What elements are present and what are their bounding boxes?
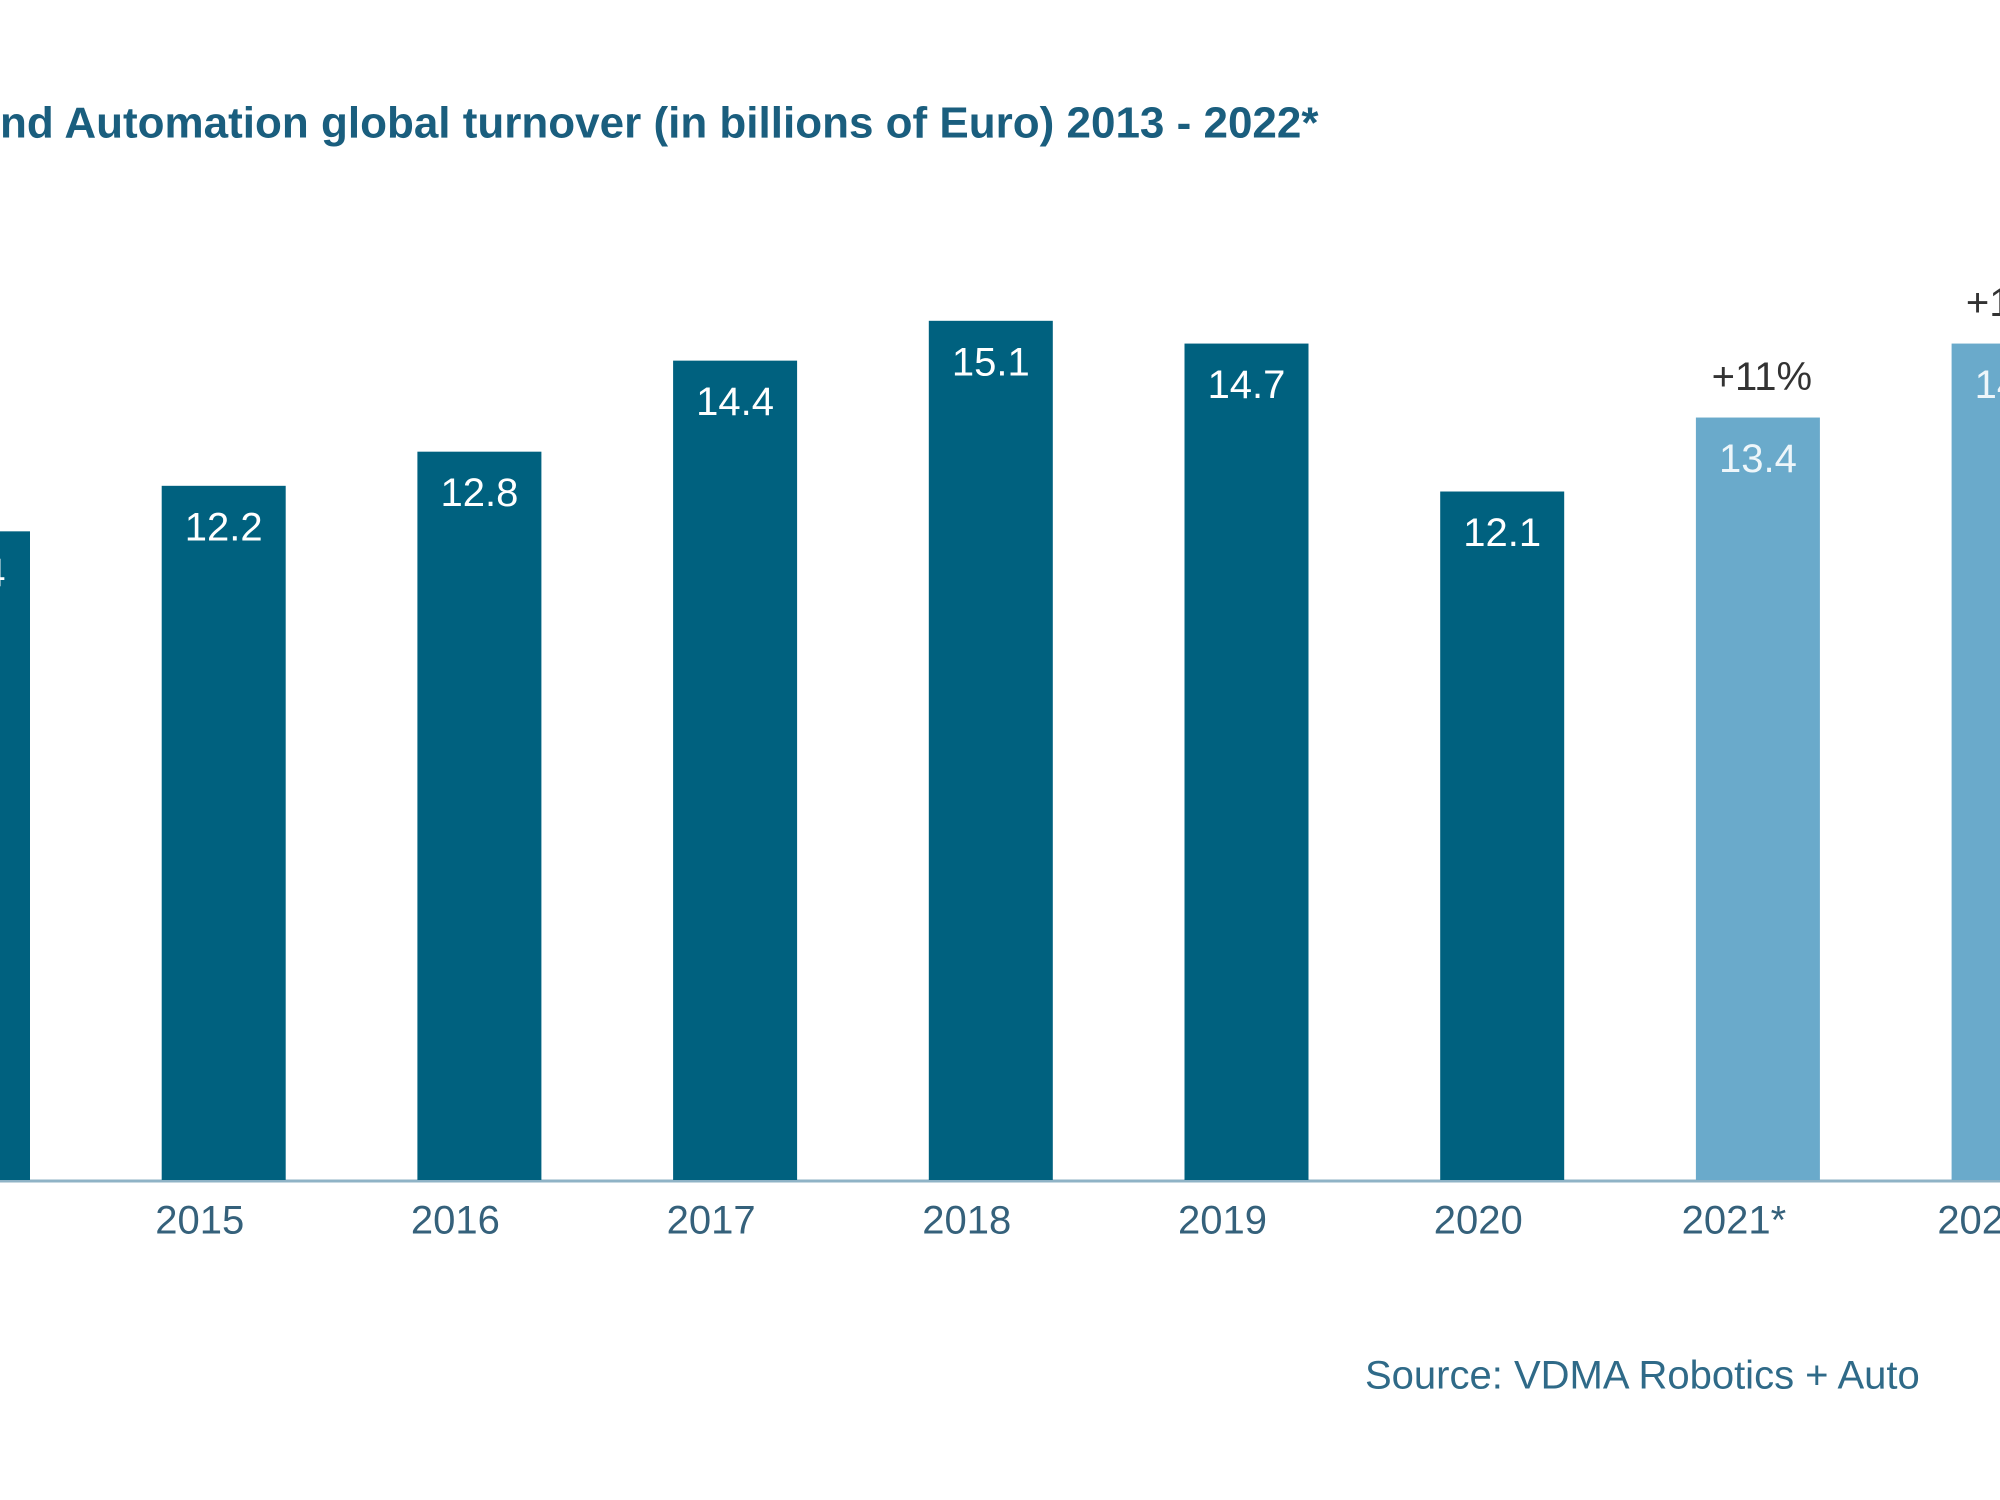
data-label: 12.8 (440, 471, 518, 515)
x-tick-label: 2021* (1682, 1199, 1787, 1243)
data-label: 12.1 (1463, 511, 1541, 555)
data-label: 14.4 (696, 380, 774, 424)
data-label: 15.1 (952, 340, 1030, 384)
x-tick-label: 2019 (1178, 1199, 1267, 1243)
x-tick-label: 2018 (922, 1199, 1011, 1243)
x-tick-label: 2020 (1434, 1199, 1523, 1243)
chart-title: nd Automation global turnover (in billio… (0, 99, 1319, 148)
growth-annotation: +10% (1966, 281, 2000, 325)
data-label: 12.2 (185, 505, 263, 549)
x-tick-label: 2016 (411, 1199, 500, 1243)
x-tick-label: 2015 (155, 1199, 244, 1243)
bar (928, 320, 1053, 1180)
bar (417, 451, 542, 1180)
bar (161, 485, 286, 1180)
source-note: Source: VDMA Robotics + Auto (1365, 1354, 1920, 1398)
data-label: 14.7 (1208, 363, 1286, 407)
x-tick-label: 2022* (1937, 1199, 2000, 1243)
bar (673, 360, 798, 1180)
bar (1184, 343, 1309, 1180)
bar (1951, 343, 2000, 1180)
data-label: 11.4 (0, 551, 5, 595)
bar (1440, 491, 1565, 1180)
data-label: 14.7 (1975, 363, 2000, 407)
data-label: 13.4 (1719, 437, 1797, 481)
bar (1695, 417, 1820, 1180)
growth-annotation: +11% (1712, 355, 1812, 399)
x-tick-label: 2017 (667, 1199, 756, 1243)
bar (0, 531, 30, 1180)
